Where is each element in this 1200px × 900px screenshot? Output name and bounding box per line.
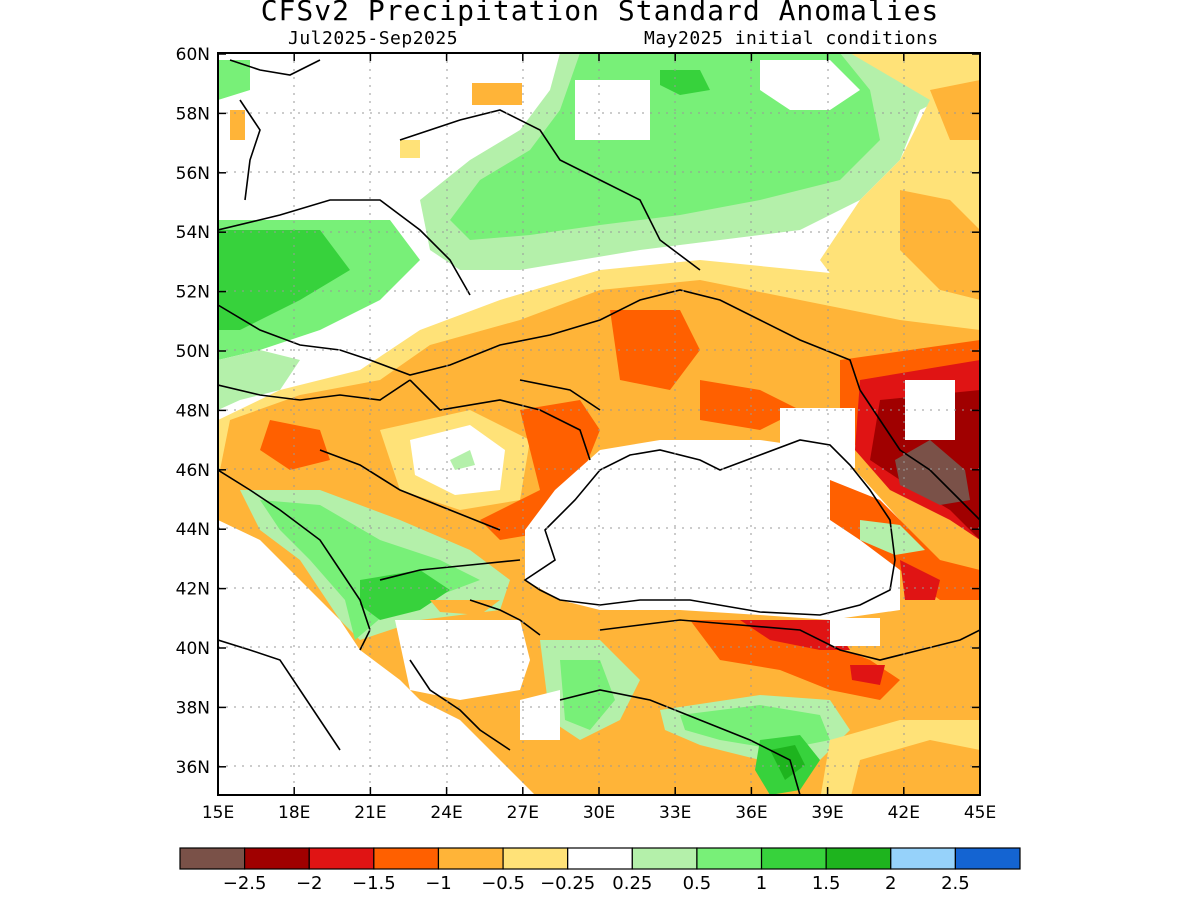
lat-tick-label: 42N <box>176 580 210 600</box>
lat-tick-label: 58N <box>176 104 210 124</box>
lat-tick-label: 38N <box>176 698 210 718</box>
colorbar-swatch <box>760 847 827 870</box>
colorbar-label: 0.25 <box>612 873 652 894</box>
lat-tick-label: 60N <box>176 45 210 65</box>
lon-tick-label: 21E <box>354 803 386 823</box>
lon-tick-label: 15E <box>202 803 234 823</box>
colorbar-swatch <box>631 847 698 870</box>
colorbar-label: −1.5 <box>352 873 396 894</box>
colorbar-label: 1.5 <box>812 873 841 894</box>
lat-tick-label: 52N <box>176 283 210 303</box>
colorbar-label: −2.5 <box>223 873 267 894</box>
lat-tick-label: 44N <box>176 520 210 540</box>
colorbar-label: 2.5 <box>941 873 970 894</box>
anomaly-field <box>218 53 980 795</box>
lon-tick-label: 45E <box>964 803 996 823</box>
colorbar-swatch <box>308 847 375 870</box>
colorbar-swatch <box>696 847 763 870</box>
forecast-period: Jul2025-Sep2025 <box>288 28 459 49</box>
lat-tick-label: 56N <box>176 164 210 184</box>
lon-tick-label: 33E <box>659 803 691 823</box>
lat-tick-label: 50N <box>176 342 210 362</box>
coastlines-and-borders <box>218 59 980 795</box>
lat-tick-label: 54N <box>176 223 210 243</box>
colorbar-label: 0.5 <box>683 873 712 894</box>
colorbar-swatch <box>954 847 1021 870</box>
colorbar-label: −1 <box>425 873 452 894</box>
colorbar-swatch <box>502 847 569 870</box>
lon-tick-label: 30E <box>583 803 615 823</box>
map-title: CFSv2 Precipitation Standard Anomalies <box>260 0 940 27</box>
colorbar-swatch <box>244 847 310 870</box>
lon-tick-label: 36E <box>735 803 767 823</box>
colorbar: −2.5 −2 −1.5 −1 −0.5 −0.25 0.25 0.5 1 1.5 2 2.5 <box>179 847 1021 894</box>
lon-tick-label: 18E <box>278 803 310 823</box>
lon-tick-label: 39E <box>811 803 843 823</box>
lon-tick-label: 27E <box>507 803 539 823</box>
colorbar-label: −2 <box>296 873 323 894</box>
colorbar-label: −0.5 <box>481 873 525 894</box>
lon-tick-label: 24E <box>430 803 462 823</box>
colorbar-swatch <box>437 847 504 870</box>
colorbar-swatch <box>825 847 892 870</box>
initial-conditions: May2025 initial conditions <box>644 28 939 49</box>
colorbar-swatch <box>567 847 633 870</box>
colorbar-label: −0.25 <box>540 873 595 894</box>
lon-tick-label: 42E <box>888 803 920 823</box>
colorbar-label: 1 <box>756 873 767 894</box>
axis-ticks: 15E 18E 21E 24E 27E 30E 33E 36E 39E 42E 45E 60N 58N 5… <box>176 45 997 823</box>
colorbar-swatch <box>179 847 246 870</box>
lat-tick-label: 46N <box>176 461 210 481</box>
colorbar-swatch <box>890 847 956 870</box>
lat-tick-label: 40N <box>176 639 210 659</box>
lat-tick-label: 48N <box>176 401 210 421</box>
lat-tick-label: 36N <box>176 758 210 778</box>
colorbar-swatch <box>373 847 440 870</box>
colorbar-label: 2 <box>885 873 896 894</box>
